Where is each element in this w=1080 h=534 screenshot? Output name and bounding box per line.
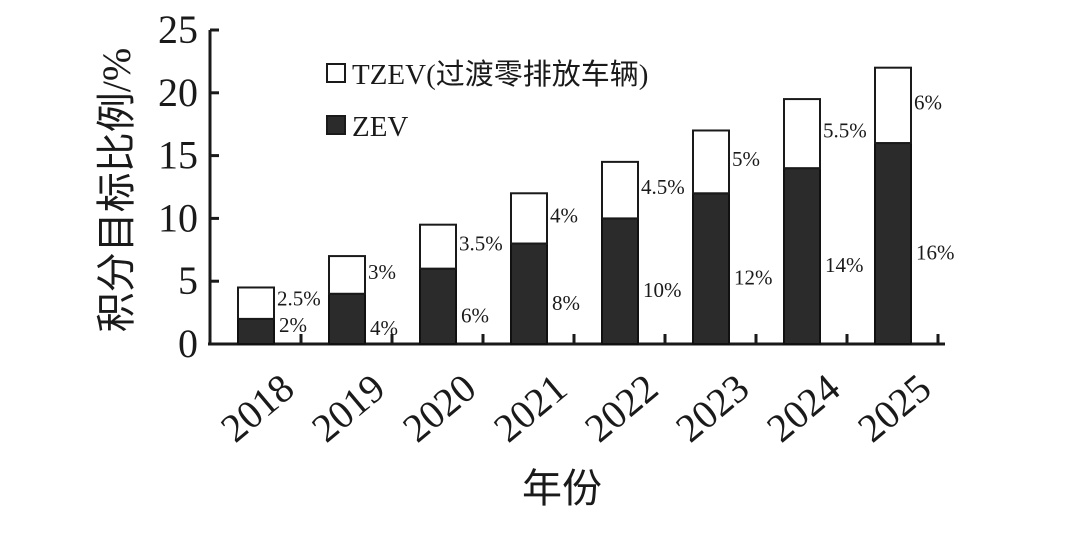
- data-label-group: 2% 2.5% 4% 3% 6% 3.5% 8% 4% 10% 4.5% 12% 5% 14% 5.5% 1…: [277, 90, 955, 340]
- bar-tzev: [874, 66, 912, 145]
- data-label-zev: 10%: [643, 278, 682, 302]
- x-tick-label: 2025: [849, 365, 939, 451]
- x-axis-title: 年份: [522, 466, 602, 511]
- data-label-zev: 8%: [552, 291, 580, 315]
- bar-tzev: [328, 255, 366, 295]
- y-axis-title: 积分目标比例/%: [94, 48, 139, 332]
- x-tick-label: 2022: [576, 365, 666, 451]
- y-tick-label: 10: [158, 195, 198, 240]
- legend-swatch-tzev: [326, 63, 346, 83]
- bar-tzev: [783, 98, 821, 170]
- bar-zev: [328, 292, 366, 346]
- bar-zev: [510, 242, 548, 346]
- bar-group: [237, 66, 912, 346]
- data-label-tzev: 5.5%: [823, 119, 867, 143]
- y-tick-label: 25: [158, 7, 198, 52]
- data-label-tzev: 4%: [550, 203, 578, 227]
- y-tick-group: 0 5 10 15 20 25: [158, 7, 219, 366]
- y-tick-label: 5: [178, 258, 198, 303]
- legend-label-tzev: TZEV(过渡零排放车辆): [352, 58, 648, 91]
- legend-label-zev: ZEV: [352, 111, 408, 143]
- x-tick-group: 2018 2019 2020 2021 2022 2023 2024 2025: [212, 334, 940, 451]
- data-label-zev: 6%: [461, 303, 489, 327]
- bar-tzev: [419, 223, 457, 270]
- data-label-zev: 16%: [916, 241, 955, 265]
- bar-zev: [601, 217, 639, 345]
- data-label-zev: 4%: [370, 316, 398, 340]
- x-tick-label: 2024: [758, 365, 848, 451]
- bar-zev: [874, 142, 912, 345]
- x-tick-label: 2021: [485, 365, 575, 451]
- x-tick-label: 2020: [394, 365, 484, 451]
- data-label-zev: 2%: [279, 313, 307, 337]
- bar-tzev: [692, 129, 730, 195]
- y-tick-label: 0: [178, 321, 198, 366]
- data-label-zev: 12%: [734, 266, 773, 290]
- y-tick-label: 20: [158, 70, 198, 115]
- data-label-zev: 14%: [825, 253, 864, 277]
- x-tick-label: 2019: [303, 365, 393, 451]
- legend: TZEV(过渡零排放车辆) ZEV: [326, 58, 648, 143]
- bar-zev: [692, 192, 730, 345]
- bar-zev: [419, 267, 457, 346]
- data-label-tzev: 3%: [368, 260, 396, 284]
- bar-tzev: [237, 286, 275, 320]
- x-tick-label: 2018: [212, 365, 302, 451]
- data-label-tzev: 5%: [732, 147, 760, 171]
- x-tick-label: 2023: [667, 365, 757, 451]
- bar-zev: [783, 167, 821, 345]
- legend-swatch-zev: [326, 115, 346, 135]
- bar-zev: [237, 317, 275, 346]
- bar-tzev: [601, 160, 639, 220]
- bar-tzev: [510, 192, 548, 245]
- data-label-tzev: 6%: [914, 90, 942, 114]
- y-tick-label: 15: [158, 133, 198, 178]
- data-label-tzev: 4.5%: [641, 175, 685, 199]
- data-label-tzev: 2.5%: [277, 286, 321, 310]
- data-label-tzev: 3.5%: [459, 232, 503, 256]
